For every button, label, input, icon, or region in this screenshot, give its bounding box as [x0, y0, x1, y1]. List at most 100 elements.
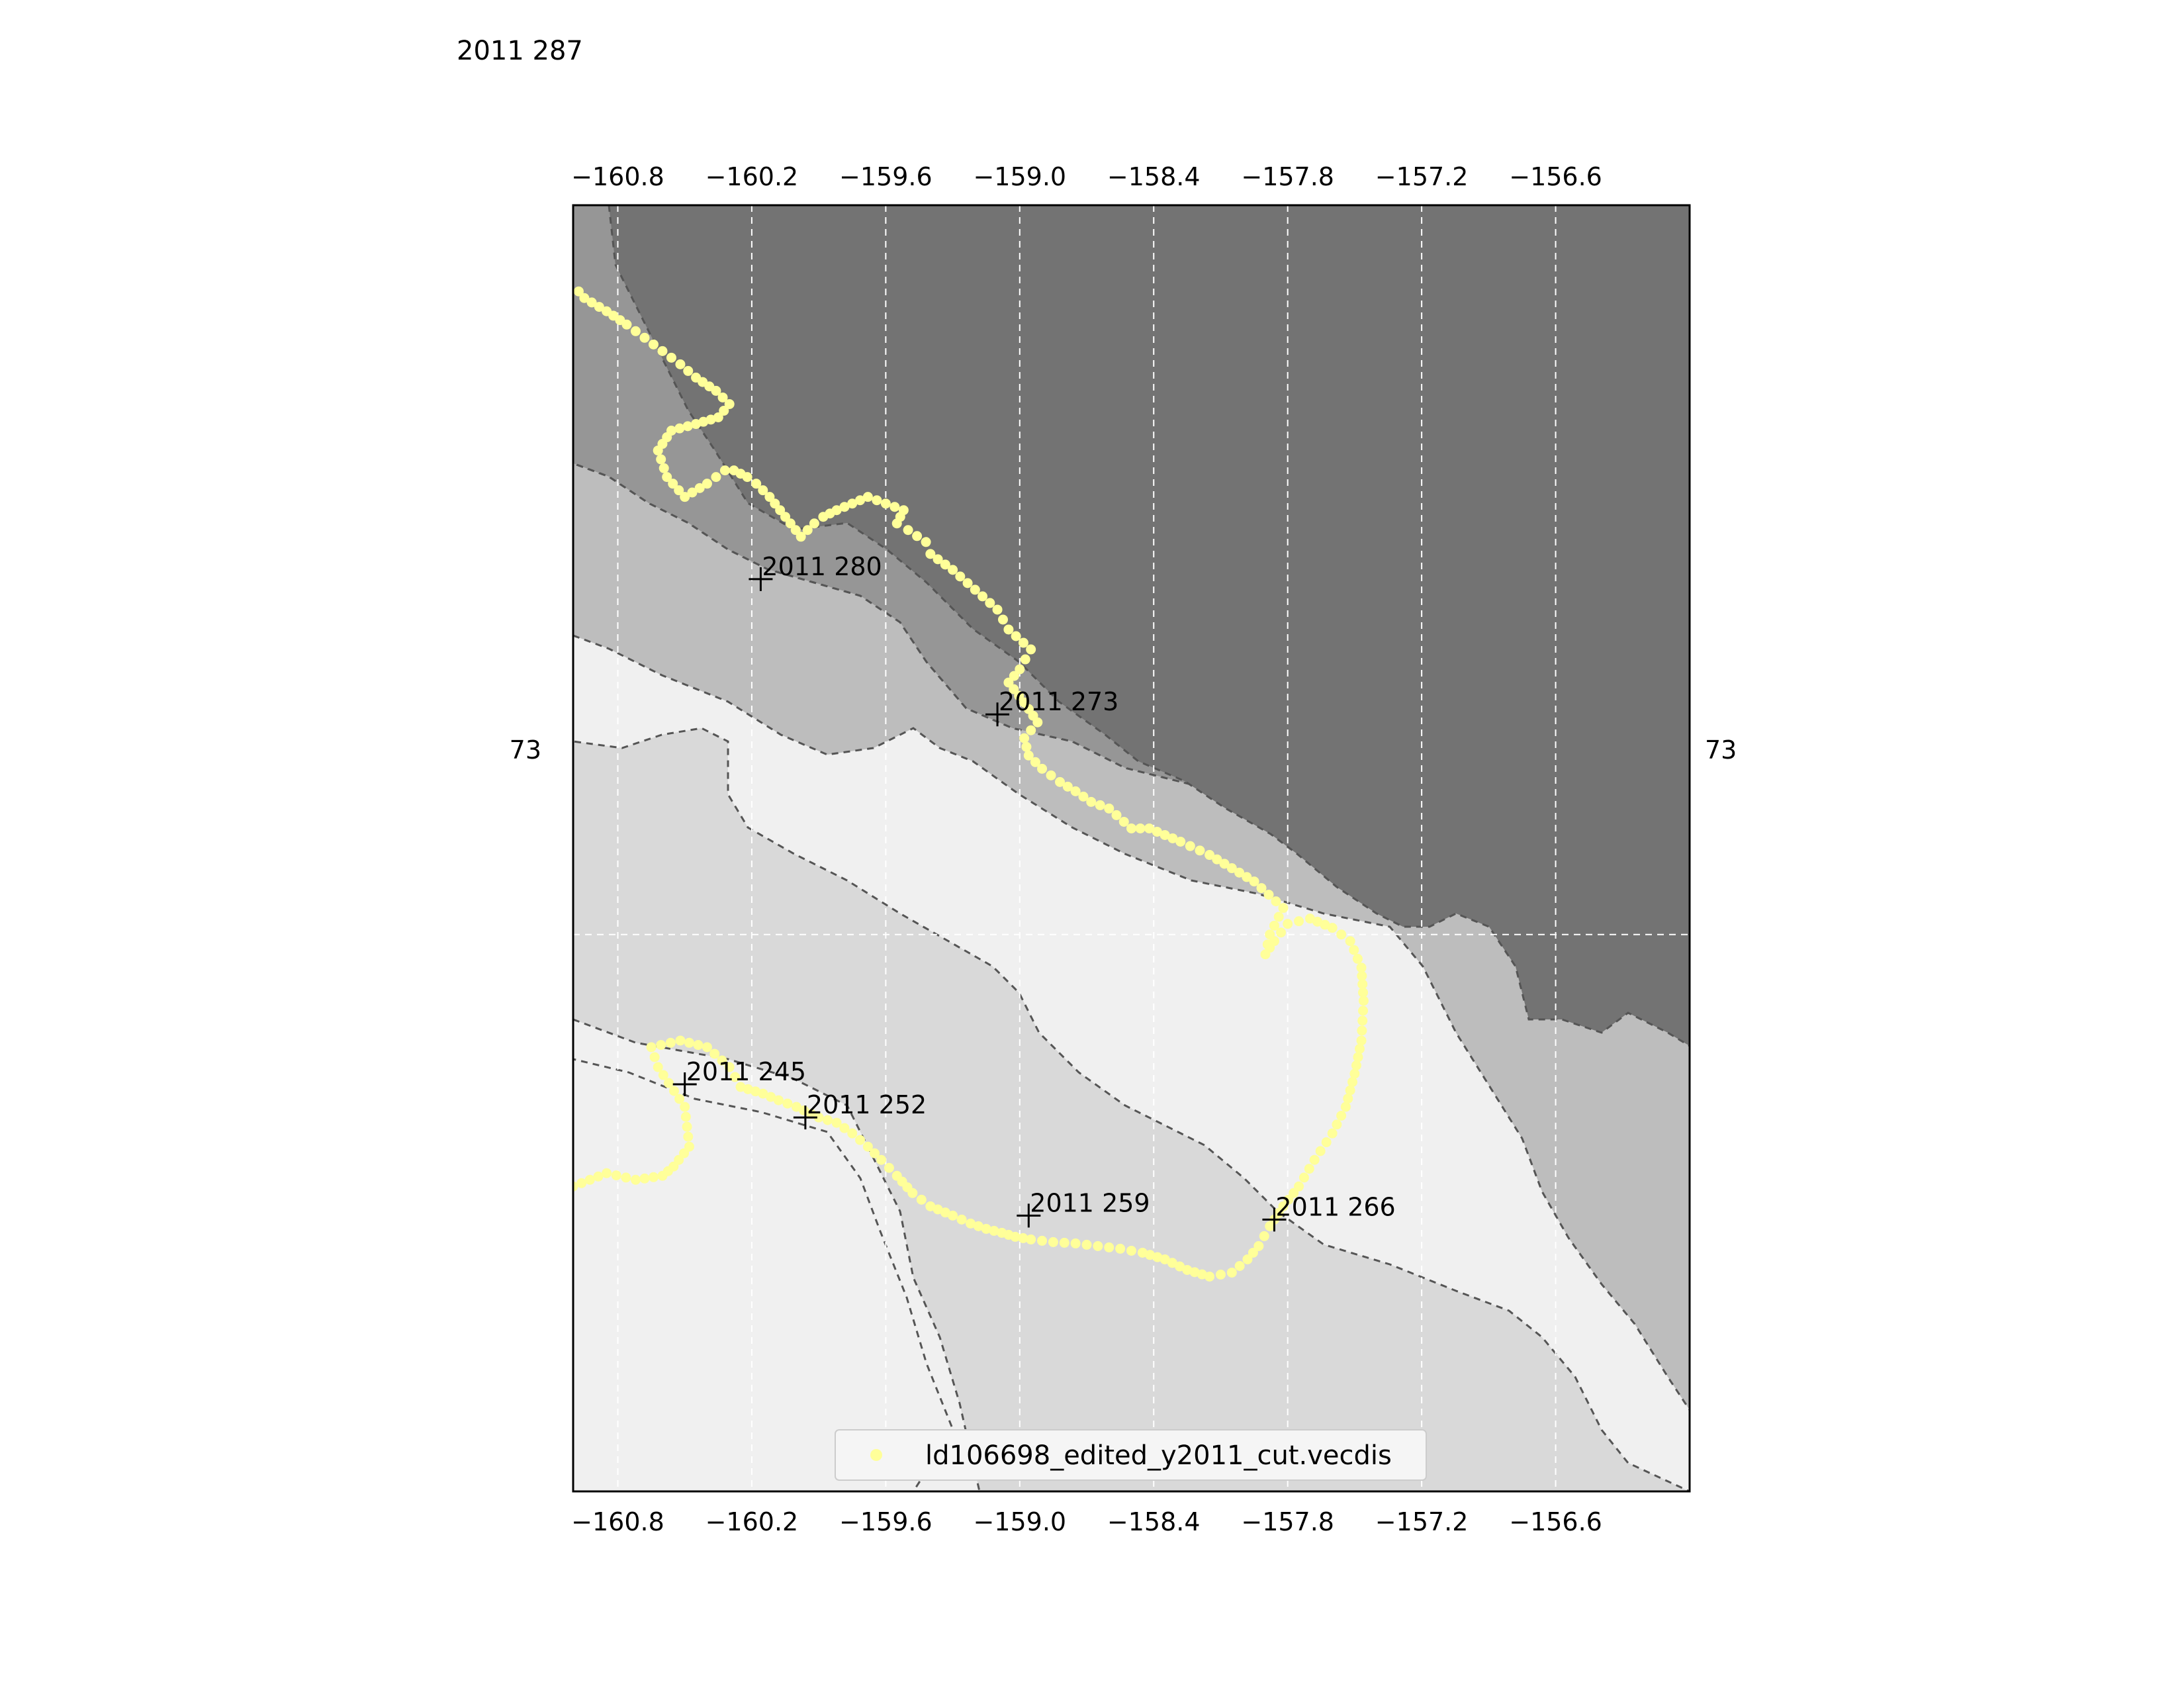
legend-label: ld106698_edited_y2011_cut.vecdis — [925, 1440, 1392, 1471]
track-point — [594, 302, 604, 312]
track-point — [1356, 1035, 1367, 1046]
lon-tick-label: −157.8 — [1241, 1507, 1334, 1536]
track-point — [680, 492, 690, 502]
track-point — [1018, 637, 1028, 648]
track-point — [1278, 1201, 1289, 1211]
track-point — [925, 549, 936, 559]
track-point — [758, 485, 768, 496]
track-point — [773, 1095, 784, 1105]
plus-marker-icon — [749, 567, 773, 591]
track-point — [1160, 829, 1170, 840]
track-point — [621, 1172, 631, 1183]
track-point — [724, 399, 735, 409]
track-point — [782, 1098, 793, 1109]
track-point — [785, 518, 796, 529]
track-point — [1135, 823, 1146, 833]
date-marker: 2011 266 — [1262, 1192, 1396, 1232]
date-marker: 2011 259 — [1017, 1188, 1150, 1228]
track-point — [1253, 1241, 1264, 1251]
track-point — [1304, 1164, 1314, 1174]
track-point — [1327, 1128, 1338, 1139]
track-point — [1019, 697, 1030, 708]
track-point — [1248, 1247, 1258, 1258]
track-point — [630, 1174, 641, 1185]
drifter-track — [573, 286, 1369, 1282]
track-point — [683, 1131, 694, 1142]
track-point — [1195, 845, 1205, 856]
track-point — [1357, 970, 1367, 981]
track-point — [1152, 826, 1162, 837]
track-point — [682, 1121, 692, 1132]
track-point — [970, 585, 980, 595]
track-point — [751, 479, 762, 489]
track-point — [1152, 1252, 1163, 1262]
map-frame — [572, 204, 1691, 1493]
depth-zone-4 — [608, 205, 1690, 1047]
track-point — [1276, 927, 1287, 938]
track-point — [656, 1040, 666, 1051]
track-point — [639, 332, 650, 343]
track-point — [662, 472, 672, 483]
track-point — [1037, 763, 1048, 774]
track-point — [796, 532, 806, 542]
date-marker-label: 2011 259 — [1030, 1188, 1150, 1217]
track-point — [1015, 664, 1025, 675]
track-point — [1115, 1243, 1126, 1254]
track-point — [659, 463, 669, 473]
track-point — [611, 1170, 621, 1181]
track-point — [702, 479, 712, 489]
lat-label-left: 73 — [510, 735, 541, 765]
track-point — [683, 365, 694, 376]
plus-marker-icon — [1017, 1203, 1041, 1228]
track-point — [1081, 1239, 1092, 1250]
track-point — [1205, 1271, 1215, 1282]
track-point — [691, 372, 702, 383]
track-point — [884, 1162, 894, 1173]
track-point — [1298, 1172, 1309, 1183]
track-point — [717, 1055, 727, 1066]
track-point — [1030, 757, 1040, 767]
track-point — [579, 293, 590, 303]
track-point — [1357, 979, 1368, 990]
track-point — [719, 465, 730, 476]
track-point — [751, 1086, 761, 1097]
track-point — [1278, 903, 1289, 914]
track-point — [1026, 644, 1036, 655]
track-point — [675, 1035, 686, 1046]
track-point — [1273, 912, 1284, 922]
track-point — [674, 1094, 685, 1104]
track-point — [955, 571, 966, 582]
track-point — [1336, 929, 1347, 940]
track-point — [1018, 1233, 1028, 1243]
track-point — [668, 1161, 679, 1172]
date-marker-label: 2011 266 — [1275, 1192, 1395, 1221]
track-point — [698, 416, 709, 427]
track-point — [912, 531, 923, 541]
track-point — [1111, 810, 1122, 820]
track-point — [719, 405, 729, 416]
track-point — [1014, 690, 1024, 701]
track-point — [855, 1135, 866, 1145]
track-point — [593, 1171, 604, 1182]
track-point — [1327, 923, 1338, 933]
depth-zone-2 — [573, 462, 1690, 1491]
date-marker-label: 2011 280 — [762, 552, 882, 581]
track-point — [839, 1123, 850, 1133]
legend-box — [835, 1429, 1427, 1481]
track-point — [1167, 833, 1178, 843]
track-point — [717, 392, 728, 402]
track-point — [809, 518, 819, 529]
track-point — [705, 414, 716, 425]
track-point — [1144, 823, 1154, 833]
track-point — [1003, 677, 1014, 688]
track-point — [1160, 1254, 1170, 1264]
track-point — [872, 495, 882, 506]
track-point — [1126, 823, 1136, 833]
track-point — [1011, 631, 1021, 641]
track-point — [916, 1194, 927, 1205]
track-point — [1263, 890, 1274, 900]
track-point — [940, 1207, 950, 1218]
track-point — [1145, 1250, 1156, 1260]
track-point — [1358, 1006, 1369, 1016]
